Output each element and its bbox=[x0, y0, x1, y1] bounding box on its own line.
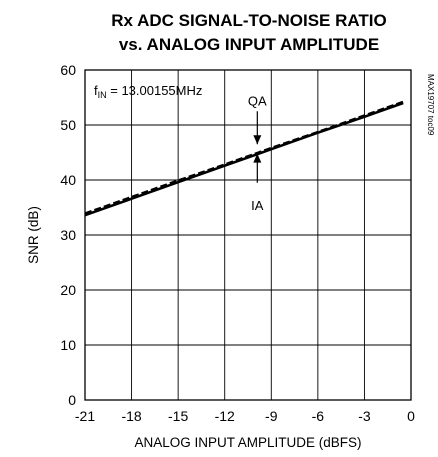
y-tick-label: 40 bbox=[60, 172, 76, 188]
annotation-subscript: IN bbox=[98, 90, 107, 100]
x-tick-label: -12 bbox=[215, 408, 235, 424]
x-tick-label: -21 bbox=[75, 408, 95, 424]
pointer-arrowhead-qa bbox=[253, 135, 262, 145]
x-axis-label: ANALOG INPUT AMPLITUDE (dBFS) bbox=[134, 435, 361, 450]
grid bbox=[84, 69, 412, 401]
y-tick-label: 20 bbox=[60, 282, 76, 298]
series-labels: QA IA bbox=[248, 93, 267, 213]
frequency-annotation: fIN = 13.00155MHz bbox=[94, 83, 202, 100]
y-tick-label: 30 bbox=[60, 227, 76, 243]
x-tick-label: -18 bbox=[121, 408, 141, 424]
x-tick-label: -3 bbox=[358, 408, 371, 424]
x-tick-label: -6 bbox=[312, 408, 325, 424]
figure-id-label: MAX19707 toc09 bbox=[426, 74, 435, 136]
x-tick-label: 0 bbox=[407, 408, 415, 424]
series-layer bbox=[84, 100, 404, 217]
chart-title-line2: vs. ANALOG INPUT AMPLITUDE bbox=[119, 35, 379, 54]
series-line-ia bbox=[84, 101, 404, 217]
y-axis-label: SNR (dB) bbox=[26, 206, 41, 264]
series-label-qa: QA bbox=[248, 93, 267, 108]
plot-frame bbox=[84, 69, 412, 401]
y-tick-label: 50 bbox=[60, 117, 76, 133]
annotation-prefix: f bbox=[94, 83, 98, 98]
x-tick-label: -15 bbox=[168, 408, 188, 424]
tick-labels: -21 -18 -15 -12 -9 -6 -3 0 0 10 20 30 40 50 60 bbox=[60, 62, 415, 424]
y-tick-label: 60 bbox=[60, 62, 76, 78]
series-label-ia: IA bbox=[251, 198, 264, 213]
chart-title-line1: Rx ADC SIGNAL-TO-NOISE RATIO bbox=[111, 11, 386, 30]
y-tick-label: 0 bbox=[68, 392, 76, 408]
annotation-value: = 13.00155MHz bbox=[107, 83, 203, 98]
x-tick-label: -9 bbox=[265, 408, 278, 424]
pointer-arrowhead-ia bbox=[253, 153, 262, 163]
y-tick-label: 10 bbox=[60, 337, 76, 353]
